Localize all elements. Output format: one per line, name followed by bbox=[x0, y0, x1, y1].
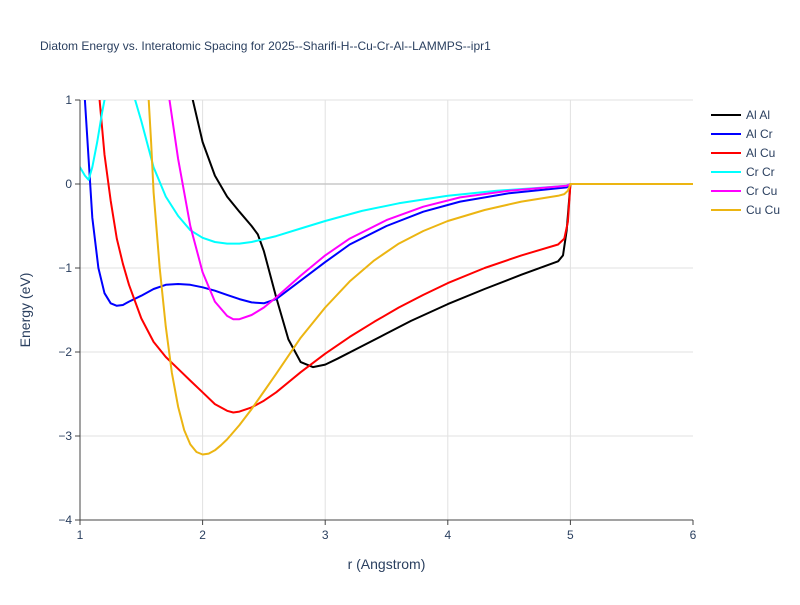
legend-label: Al Al bbox=[746, 108, 770, 122]
x-tick-label: 2 bbox=[199, 528, 206, 542]
series-line-cr-cr bbox=[80, 100, 693, 245]
legend-item-cr-cu[interactable]: Cr Cu bbox=[711, 184, 777, 198]
legend-item-cu-cu[interactable]: Cu Cu bbox=[711, 203, 780, 217]
legend-item-al-cu[interactable]: Al Cu bbox=[711, 146, 775, 160]
legend[interactable]: Al Al Al Cr Al Cu Cr Cr Cr Cu Cu Cu bbox=[711, 108, 780, 217]
y-tick-label: 0 bbox=[65, 177, 72, 191]
x-tick-label: 4 bbox=[444, 528, 451, 542]
series-line-al-cr bbox=[83, 100, 693, 307]
x-tick-label: 6 bbox=[690, 528, 697, 542]
legend-label: Cr Cr bbox=[746, 165, 775, 179]
legend-item-al-cr[interactable]: Al Cr bbox=[711, 127, 773, 141]
series-line-al-al bbox=[191, 100, 693, 369]
series-lines bbox=[80, 100, 693, 456]
legend-label: Al Cu bbox=[746, 146, 775, 160]
axes bbox=[75, 99, 694, 525]
x-tick-label: 1 bbox=[77, 528, 84, 542]
y-tick-label: −4 bbox=[58, 513, 72, 527]
y-tick-label: −3 bbox=[58, 429, 72, 443]
legend-item-al-al[interactable]: Al Al bbox=[711, 108, 770, 122]
legend-label: Cu Cu bbox=[746, 203, 780, 217]
y-axis-label: Energy (eV) bbox=[17, 273, 33, 348]
series-line-cu-cu bbox=[147, 100, 693, 456]
legend-item-cr-cr[interactable]: Cr Cr bbox=[711, 165, 775, 179]
legend-label: Al Cr bbox=[746, 127, 773, 141]
x-tick-labels: 1 2 3 4 5 6 bbox=[77, 528, 697, 542]
x-tick-label: 3 bbox=[322, 528, 329, 542]
y-tick-labels: 1 0 −1 −2 −3 −4 bbox=[58, 93, 72, 527]
x-tick-label: 5 bbox=[567, 528, 574, 542]
y-tick-label: −2 bbox=[58, 345, 72, 359]
legend-label: Cr Cu bbox=[746, 184, 777, 198]
chart-title: Diatom Energy vs. Interatomic Spacing fo… bbox=[40, 39, 491, 53]
y-tick-label: 1 bbox=[65, 93, 72, 107]
series-line-cr-cu bbox=[168, 100, 693, 321]
y-tick-label: −1 bbox=[58, 261, 72, 275]
x-axis-label: r (Angstrom) bbox=[348, 556, 426, 572]
